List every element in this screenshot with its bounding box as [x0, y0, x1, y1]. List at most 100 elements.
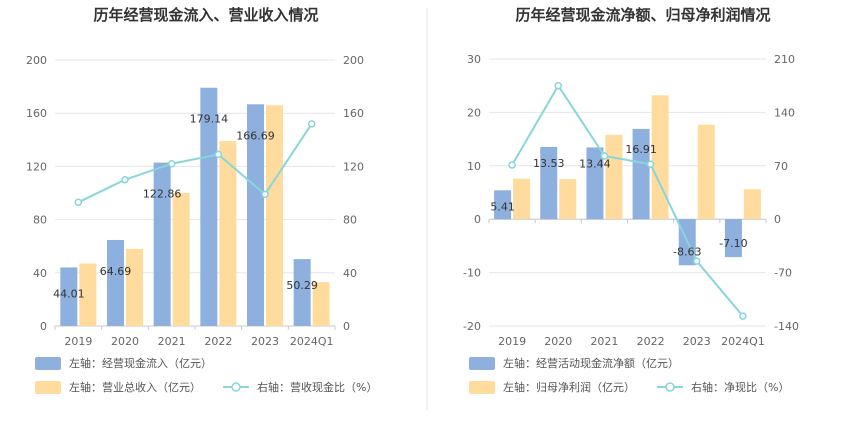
x-tick-label: 2019	[64, 335, 92, 348]
y-tick-right: 0	[343, 320, 350, 333]
bar-primary	[540, 146, 558, 220]
line-point	[214, 150, 223, 159]
x-tick-label: 2022	[204, 335, 232, 348]
bar-primary	[200, 87, 218, 326]
bar-secondary	[651, 95, 669, 220]
y-tick-left: 120	[26, 160, 47, 173]
bar-primary	[293, 259, 311, 326]
x-tick-label: 2023	[683, 335, 711, 348]
line-point	[167, 159, 176, 168]
y-tick-right: 0	[774, 213, 781, 226]
bar-secondary	[559, 179, 577, 220]
gridlines	[488, 58, 767, 327]
right-axis-ticks: 0 40 80 120 160 200	[343, 54, 364, 333]
data-label: 44.01	[53, 287, 85, 300]
gridlines	[54, 59, 336, 330]
bar-secondary	[513, 178, 531, 220]
y-tick-left: 200	[26, 54, 47, 67]
legend-swatch-bar	[35, 381, 61, 394]
right-axis-ticks: -140 -70 0 70 140 210	[774, 53, 799, 333]
legend-label: 左轴：经营活动现金流净额（亿元）	[503, 356, 679, 370]
x-tick-label: 2019	[498, 335, 526, 348]
y-tick-left: -20	[463, 320, 481, 333]
chart-title: 历年经营现金流净额、归母净利润情况	[515, 6, 770, 24]
legend: 左轴：经营现金流入（亿元） 左轴：营业总收入（亿元） 右轴：营收现金比（%）	[35, 356, 377, 394]
line-point	[554, 81, 562, 90]
data-label: 13.53	[533, 157, 565, 170]
data-label: 50.29	[286, 279, 318, 292]
line-point	[508, 161, 516, 169]
bar-primary	[632, 128, 650, 220]
legend-swatch-marker	[665, 382, 675, 392]
legend-swatch-bar	[469, 381, 495, 394]
y-tick-right: 200	[343, 54, 364, 67]
line-path	[77, 123, 313, 204]
y-tick-right: -140	[774, 320, 799, 333]
line-point	[74, 198, 83, 207]
y-tick-left: -10	[463, 267, 481, 280]
y-tick-left: 0	[474, 213, 481, 226]
y-tick-right: 70	[774, 160, 788, 173]
line-series	[508, 81, 747, 320]
data-labels: 5.41 13.53 13.44 16.91 -8.63 -7.10	[490, 143, 747, 258]
bar-primary	[60, 267, 78, 326]
left-axis-ticks: 0 40 80 120 160 200	[26, 54, 47, 333]
x-tick-label: 2020	[111, 335, 139, 348]
line-series	[74, 120, 316, 207]
data-labels: 44.01 64.69 122.86 179.14 166.69 50.29	[53, 113, 318, 301]
y-tick-left: 160	[26, 107, 47, 120]
data-label: 5.41	[490, 200, 515, 213]
y-tick-right: 160	[343, 107, 364, 120]
y-tick-right: -70	[774, 267, 792, 280]
x-tick-label: 2020	[544, 335, 572, 348]
bar-series	[60, 87, 330, 326]
y-tick-right: 120	[343, 160, 364, 173]
bar-secondary	[79, 263, 97, 326]
bar-primary	[724, 219, 742, 258]
bar-primary	[107, 239, 124, 326]
bar-secondary	[312, 282, 330, 326]
y-tick-left: 40	[33, 267, 47, 280]
legend-label: 左轴：经营现金流入（亿元）	[69, 356, 212, 370]
chart-title: 历年经营现金流入、营业收入情况	[93, 6, 318, 24]
y-tick-right: 140	[774, 106, 795, 119]
bar-primary	[494, 190, 512, 220]
y-tick-right: 210	[774, 53, 795, 66]
x-tick-label: 2023	[251, 335, 279, 348]
data-label: 16.91	[625, 143, 657, 156]
data-label: 64.69	[100, 265, 132, 278]
x-axis-ticks: 2019 2020 2021 2022 2023 2024Q1	[64, 335, 333, 348]
y-tick-right: 80	[343, 214, 357, 227]
bar-secondary	[605, 134, 623, 220]
data-label: -7.10	[719, 237, 747, 250]
x-tick-label: 2024Q1	[721, 335, 765, 348]
x-tick-label: 2022	[637, 335, 665, 348]
y-tick-right: 40	[343, 267, 357, 280]
bar-secondary	[266, 105, 283, 326]
data-label: 179.14	[190, 113, 229, 126]
y-tick-left: 30	[467, 53, 481, 66]
line-point	[261, 190, 269, 199]
data-label: -8.63	[673, 245, 701, 258]
legend-label: 右轴：净现比（%）	[691, 380, 789, 394]
line-point	[600, 152, 609, 160]
y-tick-left: 20	[467, 106, 481, 119]
line-point	[307, 120, 316, 128]
line-point	[121, 175, 129, 184]
legend-swatch-bar	[35, 357, 61, 370]
data-label: 13.44	[579, 157, 611, 170]
x-tick-label: 2021	[158, 335, 186, 348]
bar-primary	[247, 104, 264, 326]
legend-label: 右轴：营收现金比（%）	[257, 380, 377, 394]
legend-label: 左轴：归母净利润（亿元）	[503, 380, 635, 394]
bar-secondary	[743, 189, 761, 220]
line-point	[646, 160, 655, 169]
chart-panel-left: 历年经营现金流入、营业收入情况 0 40 80 120 160 200 0 40…	[26, 6, 377, 394]
line-path	[511, 83, 744, 317]
bar-secondary	[219, 141, 237, 326]
bar-series	[494, 95, 761, 266]
x-tick-label: 2021	[590, 335, 618, 348]
bar-secondary	[126, 248, 143, 326]
legend: 左轴：经营活动现金流净额（亿元） 左轴：归母净利润（亿元） 右轴：净现比（%）	[469, 356, 789, 394]
